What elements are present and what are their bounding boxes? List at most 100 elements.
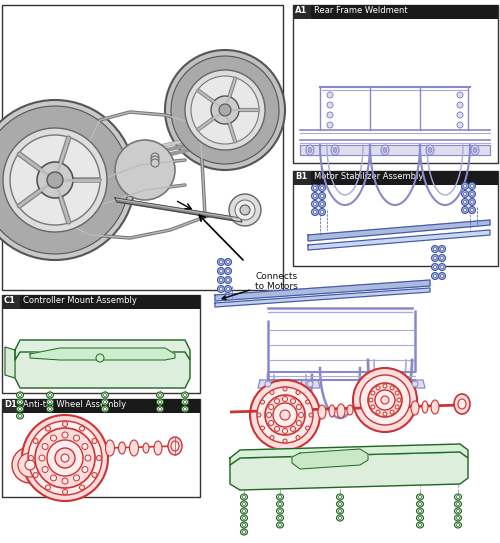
Bar <box>293 171 498 185</box>
Ellipse shape <box>440 275 444 277</box>
Ellipse shape <box>226 279 230 281</box>
Ellipse shape <box>470 185 474 187</box>
Ellipse shape <box>48 394 51 396</box>
Ellipse shape <box>338 509 342 513</box>
Ellipse shape <box>242 509 246 513</box>
Ellipse shape <box>276 494 283 500</box>
Ellipse shape <box>185 70 265 150</box>
Ellipse shape <box>464 209 466 212</box>
Ellipse shape <box>33 439 38 444</box>
Ellipse shape <box>151 159 159 167</box>
Ellipse shape <box>438 273 446 280</box>
Polygon shape <box>215 288 430 307</box>
Ellipse shape <box>182 399 188 405</box>
Polygon shape <box>5 347 15 378</box>
Ellipse shape <box>102 399 108 405</box>
Ellipse shape <box>454 508 462 514</box>
Ellipse shape <box>220 279 222 281</box>
Ellipse shape <box>224 258 232 266</box>
Ellipse shape <box>347 405 353 415</box>
Ellipse shape <box>242 502 246 506</box>
Polygon shape <box>308 220 490 241</box>
Ellipse shape <box>74 435 80 441</box>
Ellipse shape <box>171 441 179 451</box>
Ellipse shape <box>25 460 35 470</box>
Ellipse shape <box>184 394 186 396</box>
Ellipse shape <box>37 162 73 198</box>
Ellipse shape <box>115 140 175 200</box>
Ellipse shape <box>240 494 248 500</box>
Ellipse shape <box>434 256 436 260</box>
Ellipse shape <box>229 194 261 226</box>
Ellipse shape <box>16 413 24 419</box>
Ellipse shape <box>440 248 444 250</box>
Ellipse shape <box>371 391 375 395</box>
Bar <box>293 171 498 266</box>
Ellipse shape <box>3 128 107 232</box>
Ellipse shape <box>158 394 162 396</box>
Ellipse shape <box>240 205 250 215</box>
Ellipse shape <box>282 396 288 401</box>
Polygon shape <box>258 380 278 388</box>
Ellipse shape <box>454 494 462 500</box>
Ellipse shape <box>416 494 424 500</box>
Ellipse shape <box>220 261 222 263</box>
Ellipse shape <box>92 439 97 444</box>
Ellipse shape <box>314 186 316 190</box>
Ellipse shape <box>464 200 466 204</box>
Ellipse shape <box>462 191 468 198</box>
Ellipse shape <box>306 400 310 404</box>
Ellipse shape <box>320 203 324 205</box>
Ellipse shape <box>376 386 380 390</box>
Ellipse shape <box>22 415 108 501</box>
Ellipse shape <box>260 400 264 404</box>
Ellipse shape <box>458 399 466 409</box>
Ellipse shape <box>268 420 274 426</box>
Ellipse shape <box>151 153 159 161</box>
Ellipse shape <box>62 421 68 426</box>
Ellipse shape <box>18 453 42 477</box>
Ellipse shape <box>353 368 417 432</box>
Text: Connects
to Motors: Connects to Motors <box>222 272 298 299</box>
Ellipse shape <box>307 381 313 387</box>
Ellipse shape <box>383 412 387 416</box>
Ellipse shape <box>46 406 54 412</box>
Text: Anti-tip Wheel Assembly: Anti-tip Wheel Assembly <box>23 400 126 409</box>
Ellipse shape <box>318 200 326 207</box>
Ellipse shape <box>440 256 444 260</box>
Ellipse shape <box>306 145 314 155</box>
Ellipse shape <box>0 106 129 254</box>
Ellipse shape <box>158 401 162 403</box>
Ellipse shape <box>104 407 106 411</box>
Ellipse shape <box>331 145 339 155</box>
Ellipse shape <box>432 273 438 280</box>
Ellipse shape <box>309 413 313 417</box>
Ellipse shape <box>156 399 164 405</box>
Bar <box>2 399 20 413</box>
Ellipse shape <box>276 522 283 528</box>
Ellipse shape <box>257 413 261 417</box>
Ellipse shape <box>242 523 246 527</box>
Ellipse shape <box>96 456 102 460</box>
Ellipse shape <box>39 455 45 461</box>
Ellipse shape <box>468 206 475 213</box>
Ellipse shape <box>156 406 164 412</box>
Ellipse shape <box>218 258 224 266</box>
Ellipse shape <box>337 404 345 418</box>
Ellipse shape <box>85 455 91 461</box>
Ellipse shape <box>306 426 310 430</box>
Polygon shape <box>30 348 175 360</box>
Ellipse shape <box>282 428 288 433</box>
Ellipse shape <box>320 186 324 190</box>
Ellipse shape <box>470 209 474 212</box>
Ellipse shape <box>240 515 248 521</box>
Ellipse shape <box>283 387 287 391</box>
Ellipse shape <box>211 96 239 124</box>
Ellipse shape <box>240 529 248 535</box>
Ellipse shape <box>383 384 387 388</box>
Ellipse shape <box>18 394 22 396</box>
Ellipse shape <box>369 398 373 402</box>
Ellipse shape <box>18 407 22 411</box>
Ellipse shape <box>312 209 318 216</box>
Bar <box>2 295 200 309</box>
